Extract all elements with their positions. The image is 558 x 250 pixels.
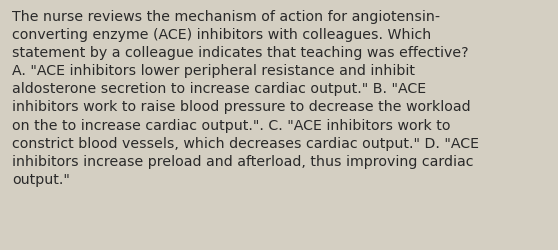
Text: The nurse reviews the mechanism of action for angiotensin-
converting enzyme (AC: The nurse reviews the mechanism of actio… xyxy=(12,10,479,186)
